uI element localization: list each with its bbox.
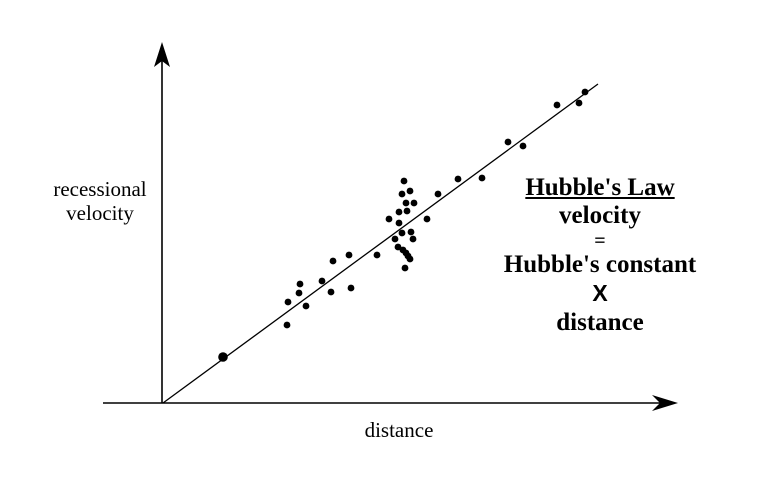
data-point bbox=[478, 174, 486, 182]
data-point bbox=[402, 199, 410, 207]
y-axis-arrowhead-icon bbox=[154, 42, 170, 67]
y-axis-label-line1: recessional bbox=[53, 177, 147, 201]
data-point bbox=[575, 99, 583, 107]
data-point bbox=[406, 187, 414, 195]
y-axis-label-line2: velocity bbox=[66, 201, 134, 225]
data-point bbox=[398, 190, 406, 198]
data-point bbox=[434, 190, 442, 198]
data-point bbox=[329, 257, 337, 265]
formula-title: Hubble's Law bbox=[525, 174, 675, 201]
data-point bbox=[553, 101, 561, 109]
formula-hubbles-constant: Hubble's constant bbox=[503, 251, 697, 278]
data-point bbox=[400, 177, 408, 185]
data-point bbox=[406, 255, 414, 263]
data-point-large bbox=[218, 352, 228, 362]
data-point bbox=[385, 215, 393, 223]
data-point bbox=[394, 243, 402, 251]
data-point bbox=[398, 229, 406, 237]
data-point bbox=[373, 251, 381, 259]
data-point bbox=[296, 280, 304, 288]
trend-line bbox=[162, 83, 599, 404]
formula-multiply-sign: X bbox=[592, 280, 608, 306]
data-point bbox=[295, 289, 303, 297]
data-point bbox=[395, 208, 403, 216]
data-point bbox=[454, 175, 462, 183]
x-axis-label: distance bbox=[364, 418, 434, 442]
data-point bbox=[302, 302, 310, 310]
data-point bbox=[401, 264, 409, 272]
formula-velocity: velocity bbox=[559, 202, 641, 229]
data-point bbox=[395, 219, 403, 227]
data-point bbox=[327, 288, 335, 296]
data-point bbox=[284, 298, 292, 306]
data-point bbox=[410, 199, 418, 207]
data-point bbox=[581, 88, 589, 96]
data-point bbox=[407, 228, 415, 236]
hubble-law-formula: Hubble's Law velocity = Hubble's constan… bbox=[448, 174, 752, 338]
data-point bbox=[345, 251, 353, 259]
x-axis-arrowhead-icon bbox=[652, 395, 678, 411]
data-point bbox=[283, 321, 291, 329]
formula-equals-sign: = bbox=[594, 230, 606, 252]
data-point bbox=[504, 138, 512, 146]
y-axis-label: recessional velocity bbox=[18, 177, 182, 225]
data-point bbox=[347, 284, 355, 292]
data-point bbox=[403, 207, 411, 215]
data-point bbox=[423, 215, 431, 223]
data-point bbox=[391, 235, 399, 243]
data-point bbox=[519, 142, 527, 150]
data-point bbox=[318, 277, 326, 285]
formula-distance: distance bbox=[556, 309, 644, 336]
data-point bbox=[409, 235, 417, 243]
